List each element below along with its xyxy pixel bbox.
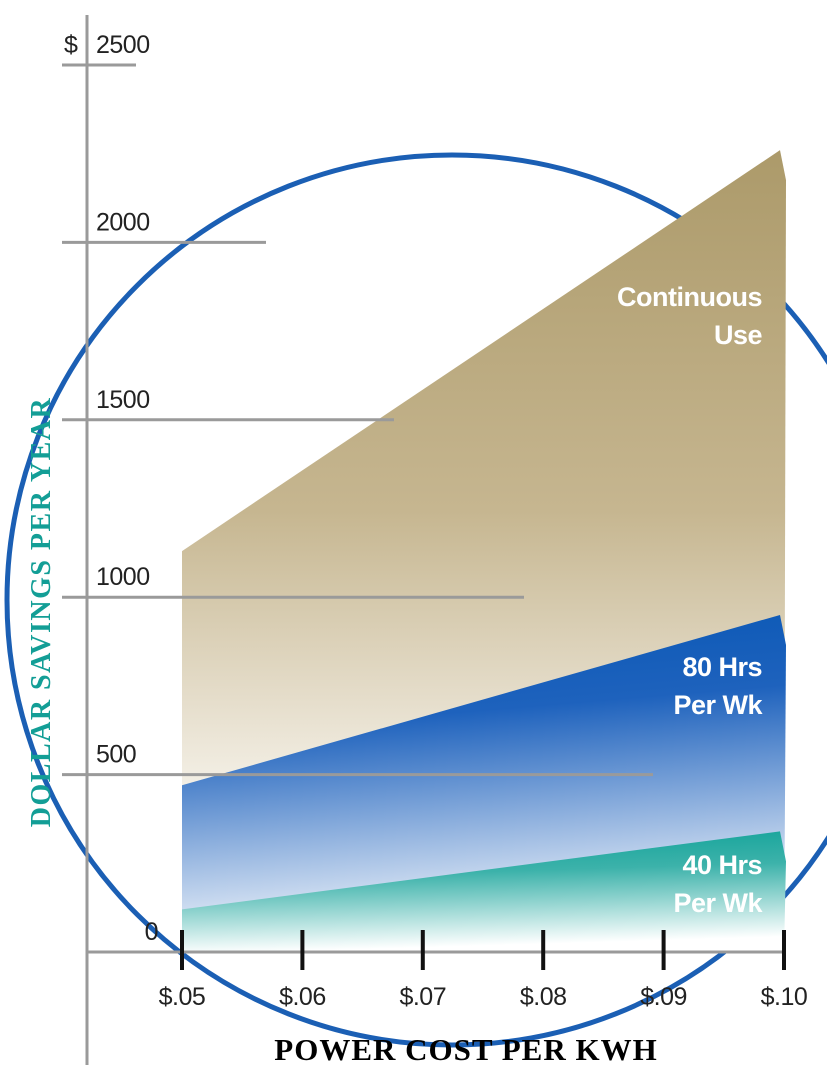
series-label-1-line-1: Continuous (617, 282, 762, 312)
y-currency-symbol: $ (64, 31, 78, 59)
series-label-3-line-1: 40 Hrs (682, 850, 762, 880)
x-tick-label-3: $.08 (520, 983, 567, 1011)
y-tick-label-0: 0 (145, 918, 158, 946)
y-tick-label-1000: 1000 (96, 563, 150, 591)
y-tick-label-2000: 2000 (96, 208, 150, 236)
series-label-2-line-1: 80 Hrs (682, 652, 762, 682)
x-tick-label-4: $.09 (640, 983, 687, 1011)
x-tick-label-2: $.07 (399, 983, 446, 1011)
series-label-3-line-2: Per Wk (673, 888, 763, 918)
x-ticks: $.05 $.06 $.07 $.08 $.09 $.10 (159, 930, 808, 1011)
y-gridlines (62, 63, 653, 777)
x-axis-label: POWER COST PER KWH (274, 1032, 657, 1067)
series-label-2-line-2: Per Wk (673, 690, 763, 720)
x-tick-label-5: $.10 (761, 983, 808, 1011)
y-axis-label: DOLLAR SAVINGS PER YEAR (26, 397, 57, 827)
y-tick-label-2500: 2500 (96, 31, 150, 59)
x-tick-label-0: $.05 (159, 983, 206, 1011)
series-label-1-line-2: Use (714, 320, 763, 350)
x-tick-label-1: $.06 (279, 983, 326, 1011)
series-area-3 (182, 831, 786, 952)
y-tick-labels: 0 500 1000 1500 2000 2500 $ (64, 31, 159, 946)
y-tick-label-1500: 1500 (96, 386, 150, 414)
series-areas (182, 150, 786, 953)
y-tick-label-500: 500 (96, 741, 136, 769)
series-labels: Continuous Use 80 Hrs Per Wk 40 Hrs Per Wk (617, 282, 764, 918)
